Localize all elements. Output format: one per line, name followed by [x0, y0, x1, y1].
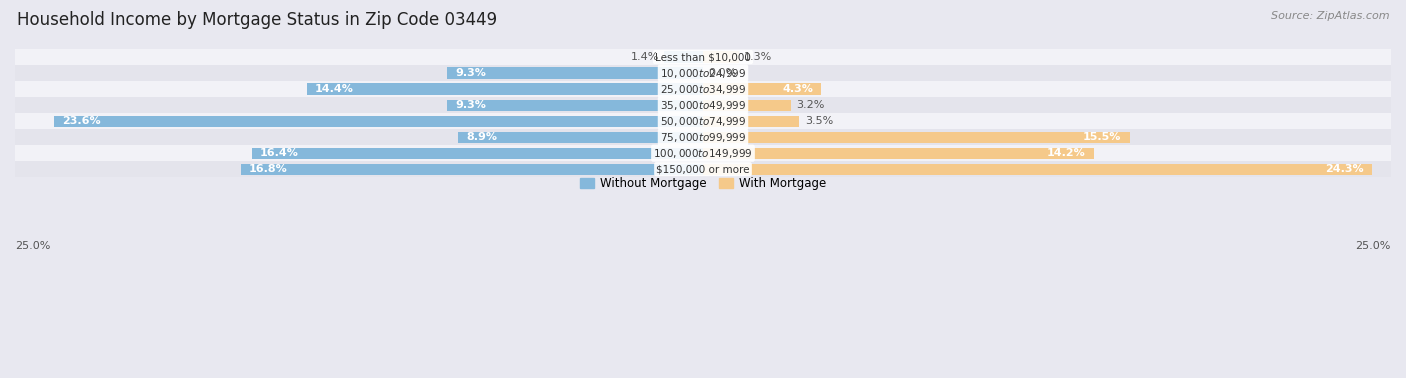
- Bar: [15, 65, 1391, 81]
- Text: $50,000 to $74,999: $50,000 to $74,999: [659, 115, 747, 128]
- Text: 23.6%: 23.6%: [62, 116, 100, 126]
- Bar: [240, 164, 703, 175]
- Text: 9.3%: 9.3%: [456, 68, 486, 78]
- Text: $25,000 to $34,999: $25,000 to $34,999: [659, 82, 747, 96]
- Bar: [703, 99, 792, 111]
- Bar: [703, 132, 1129, 143]
- Bar: [703, 147, 1094, 159]
- Text: $10,000 to $24,999: $10,000 to $24,999: [659, 67, 747, 79]
- Text: Less than $10,000: Less than $10,000: [655, 52, 751, 62]
- Bar: [703, 164, 1372, 175]
- Text: $100,000 to $149,999: $100,000 to $149,999: [654, 147, 752, 160]
- Bar: [15, 49, 1391, 65]
- Bar: [15, 81, 1391, 97]
- Text: 16.4%: 16.4%: [260, 148, 299, 158]
- Bar: [447, 67, 703, 79]
- Bar: [665, 51, 703, 63]
- Text: 25.0%: 25.0%: [1355, 241, 1391, 251]
- Bar: [15, 145, 1391, 161]
- Text: 16.8%: 16.8%: [249, 164, 288, 174]
- Text: 1.4%: 1.4%: [631, 52, 659, 62]
- Bar: [703, 116, 800, 127]
- Text: $35,000 to $49,999: $35,000 to $49,999: [659, 99, 747, 112]
- Bar: [458, 132, 703, 143]
- Bar: [53, 116, 703, 127]
- Text: $75,000 to $99,999: $75,000 to $99,999: [659, 131, 747, 144]
- Text: $150,000 or more: $150,000 or more: [657, 164, 749, 174]
- Text: 25.0%: 25.0%: [15, 241, 51, 251]
- Bar: [15, 113, 1391, 129]
- Text: Source: ZipAtlas.com: Source: ZipAtlas.com: [1271, 11, 1389, 21]
- Text: 15.5%: 15.5%: [1083, 132, 1122, 142]
- Text: 1.3%: 1.3%: [744, 52, 772, 62]
- Text: 9.3%: 9.3%: [456, 100, 486, 110]
- Text: Household Income by Mortgage Status in Zip Code 03449: Household Income by Mortgage Status in Z…: [17, 11, 496, 29]
- Text: 14.2%: 14.2%: [1047, 148, 1085, 158]
- Text: 3.2%: 3.2%: [797, 100, 825, 110]
- Text: 14.4%: 14.4%: [315, 84, 354, 94]
- Bar: [252, 147, 703, 159]
- Bar: [15, 161, 1391, 177]
- Bar: [703, 51, 738, 63]
- Text: 8.9%: 8.9%: [467, 132, 498, 142]
- Bar: [447, 99, 703, 111]
- Bar: [703, 84, 821, 95]
- Legend: Without Mortgage, With Mortgage: Without Mortgage, With Mortgage: [575, 172, 831, 194]
- Text: 4.3%: 4.3%: [782, 84, 813, 94]
- Bar: [15, 97, 1391, 113]
- Text: 3.5%: 3.5%: [804, 116, 834, 126]
- Text: 0.0%: 0.0%: [709, 68, 737, 78]
- Text: 24.3%: 24.3%: [1324, 164, 1364, 174]
- Bar: [307, 84, 703, 95]
- Bar: [15, 129, 1391, 145]
